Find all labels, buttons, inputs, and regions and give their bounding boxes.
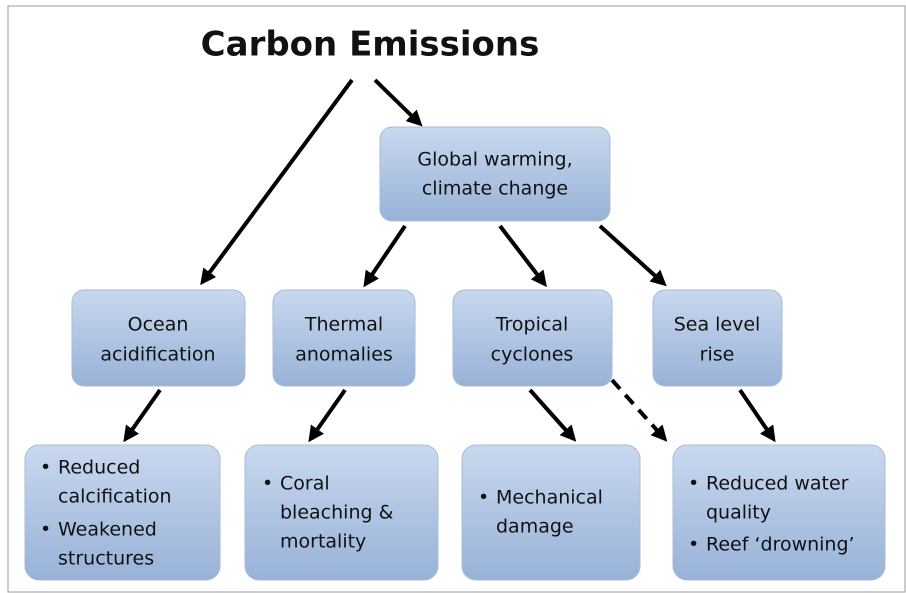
arrow <box>598 224 667 287</box>
node: Global warming, climate change <box>379 126 611 222</box>
bullet: • <box>478 487 489 509</box>
node-text: Reduced <box>58 457 140 479</box>
bullet: • <box>40 457 51 479</box>
node-text: Sea level <box>674 314 761 336</box>
node-text: climate change <box>422 178 568 200</box>
node-box <box>452 289 613 387</box>
frame <box>7 5 906 593</box>
arrow <box>498 224 547 288</box>
node: Thermal anomalies <box>272 289 416 387</box>
node-text: bleaching & <box>280 502 394 524</box>
node-text: damage <box>496 516 574 538</box>
title: Carbon Emissions <box>201 25 540 65</box>
node-box <box>379 126 611 222</box>
node: • Reduced water quality • Reef ‘drowning… <box>672 444 886 581</box>
node-text: acidification <box>100 344 215 366</box>
node-text: Tropical <box>495 314 569 336</box>
node-text: Coral <box>280 473 330 495</box>
node: Ocean acidification <box>71 289 246 387</box>
node-box <box>672 444 886 581</box>
bullet: • <box>688 473 699 495</box>
node-box <box>71 289 246 387</box>
arrow <box>363 224 407 288</box>
node-box <box>244 444 439 581</box>
node-box <box>652 289 783 387</box>
arrow <box>610 378 668 442</box>
node-text: calcification <box>58 486 172 508</box>
arrow <box>123 388 162 443</box>
node-text: Weakened <box>58 519 157 541</box>
node-text: cyclones <box>491 344 574 366</box>
node: • Coral bleaching & mortality <box>244 444 439 581</box>
node-box <box>461 444 641 581</box>
node-box <box>272 289 416 387</box>
arrow <box>308 388 347 443</box>
node: • Mechanical damage <box>461 444 641 581</box>
node-text: structures <box>58 548 154 570</box>
node: • Reduced calcification • Weakened struc… <box>24 444 221 581</box>
node-box <box>24 444 221 581</box>
arrow <box>738 388 776 443</box>
node: Sea level rise <box>652 289 783 387</box>
node-text: anomalies <box>295 344 393 366</box>
node-text: Ocean <box>128 314 189 336</box>
node-text: Global warming, <box>417 149 572 171</box>
node-text: Mechanical <box>496 487 603 509</box>
node-text: rise <box>700 344 735 366</box>
node-text: quality <box>706 502 771 524</box>
bullet: • <box>40 519 51 541</box>
bullet: • <box>262 473 273 495</box>
arrow <box>373 78 423 127</box>
node-text: Reef ‘drowning’ <box>706 534 855 556</box>
node-text: Reduced water <box>706 473 849 495</box>
arrows <box>123 78 776 443</box>
arrow <box>200 78 354 286</box>
arrow <box>528 388 577 442</box>
node-text: Thermal <box>304 314 383 336</box>
node-text: mortality <box>280 531 366 553</box>
bullet: • <box>688 534 699 556</box>
node: Tropical cyclones <box>452 289 613 387</box>
